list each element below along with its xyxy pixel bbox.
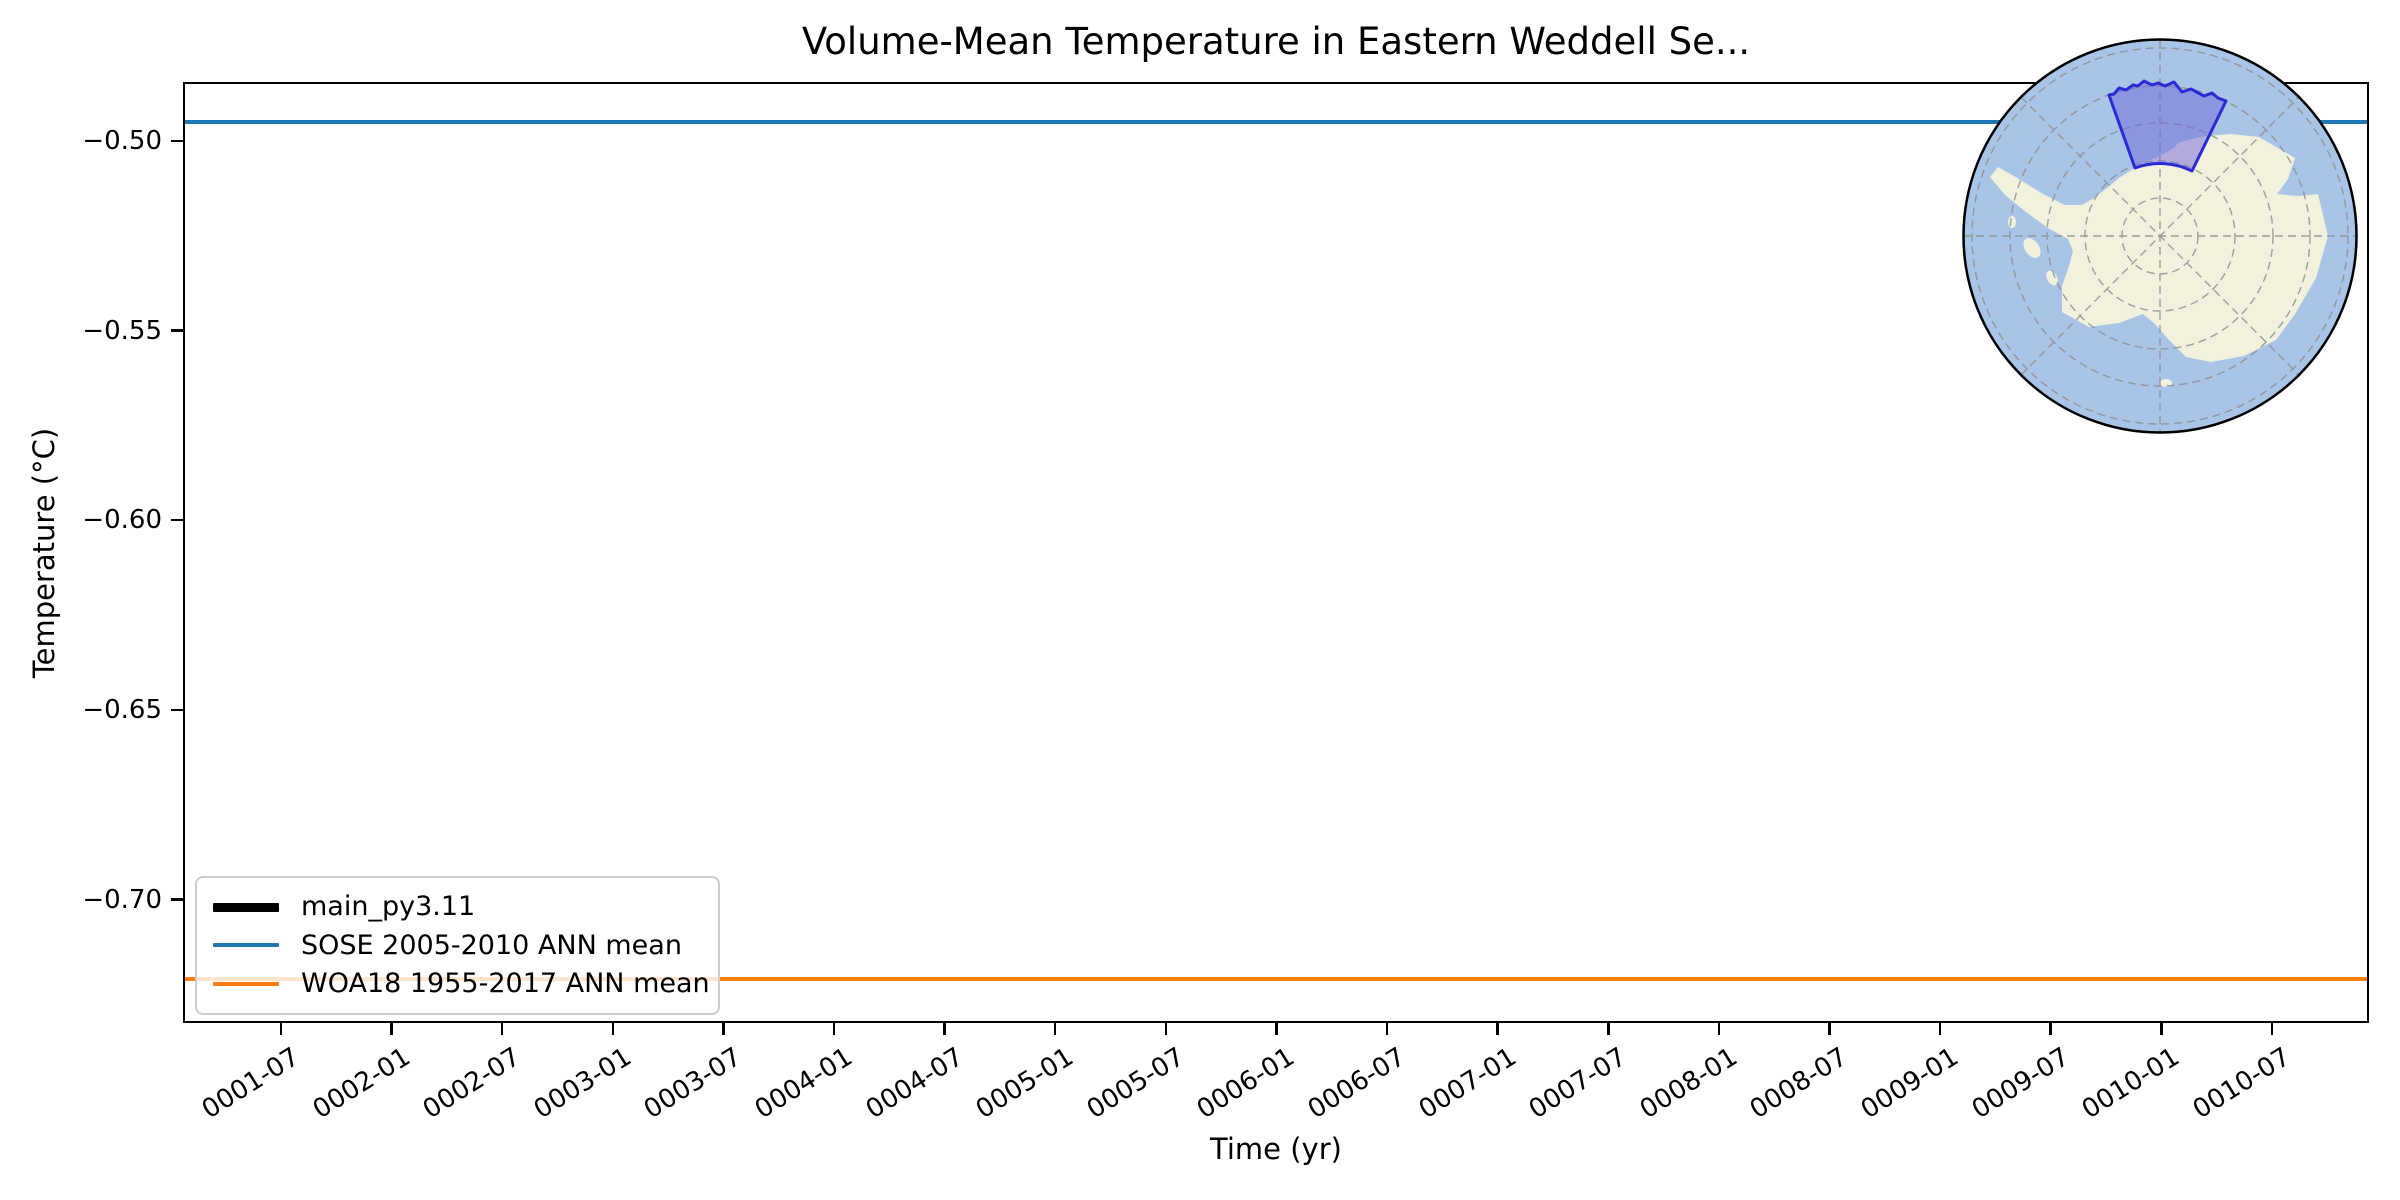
x-tick-mark (1607, 1023, 1610, 1035)
x-tick-mark (390, 1023, 393, 1035)
x-tick-mark (1717, 1023, 1721, 1035)
x-tick-label: 0010-07 (2187, 1042, 2296, 1126)
x-tick-label: 0003-01 (528, 1042, 637, 1126)
y-tick-label: −0.55 (82, 315, 162, 346)
map-land-antarctica (1990, 134, 2328, 387)
x-tick-label: 0002-07 (418, 1042, 527, 1126)
x-tick-label: 0004-07 (860, 1042, 969, 1126)
antarctica-inset-map (1962, 38, 2358, 434)
x-tick-label: 0002-01 (307, 1042, 416, 1126)
x-tick-mark (2160, 1023, 2163, 1035)
x-tick-mark (1496, 1023, 1499, 1035)
y-tick-mark (171, 329, 183, 332)
chart-title: Volume-Mean Temperature in Eastern Wedde… (801, 20, 1751, 63)
x-tick-mark (611, 1023, 615, 1035)
x-tick-label: 0009-07 (1966, 1042, 2075, 1126)
x-tick-label: 0007-07 (1524, 1042, 1633, 1126)
legend-row-woa18: WOA18 1955-2017 ANN mean (213, 969, 710, 999)
y-tick-mark (171, 518, 183, 522)
legend-label-woa18: WOA18 1955-2017 ANN mean (301, 967, 710, 999)
map-region-eastern-weddell-sea (2107, 79, 2228, 173)
y-tick-label: −0.65 (82, 694, 162, 725)
x-tick-label: 0005-07 (1081, 1042, 1190, 1126)
woa18-mean-line (185, 977, 2367, 982)
legend-swatch-woa18 (213, 981, 279, 986)
x-tick-mark (2049, 1023, 2052, 1035)
x-tick-mark (2270, 1023, 2274, 1035)
x-tick-mark (832, 1023, 836, 1035)
y-tick-label: −0.60 (82, 505, 162, 536)
y-tick-mark (171, 708, 183, 712)
legend: main_py3.11 SOSE 2005-2010 ANN mean WOA18 … (195, 876, 720, 1015)
map-circle-border (1962, 38, 2358, 434)
y-axis-label: Temperature (°C) (27, 427, 61, 679)
x-tick-mark (279, 1023, 283, 1035)
y-tick-mark (171, 898, 183, 901)
x-tick-mark (1275, 1023, 1278, 1035)
x-axis-label: Time (yr) (1210, 1132, 1342, 1166)
y-tick-label: −0.70 (82, 884, 162, 915)
legend-label-main: main_py3.11 (301, 891, 476, 923)
y-tick-mark (171, 139, 183, 143)
x-tick-label: 0005-01 (971, 1042, 1080, 1126)
x-tick-mark (1053, 1023, 1057, 1035)
x-tick-mark (943, 1023, 946, 1035)
x-tick-mark (722, 1023, 725, 1035)
x-tick-mark (1828, 1023, 1831, 1035)
x-tick-mark (1938, 1023, 1942, 1035)
x-tick-mark (1164, 1023, 1168, 1035)
sose-mean-line (185, 119, 2367, 124)
x-tick-label: 0008-07 (1745, 1042, 1854, 1126)
x-tick-label: 0009-01 (1855, 1042, 1964, 1126)
x-tick-mark (1385, 1023, 1389, 1035)
x-tick-label: 0007-01 (1413, 1042, 1522, 1126)
legend-swatch-sose (213, 943, 279, 948)
x-tick-label: 0006-07 (1302, 1042, 1411, 1126)
x-tick-label: 0004-01 (749, 1042, 858, 1126)
legend-label-sose: SOSE 2005-2010 ANN mean (301, 929, 682, 961)
legend-row-main: main_py3.11 (213, 892, 702, 922)
x-tick-mark (500, 1023, 504, 1035)
x-tick-label: 0003-07 (639, 1042, 748, 1126)
x-tick-label: 0006-01 (1192, 1042, 1301, 1126)
legend-swatch-main (213, 902, 279, 912)
x-tick-label: 0001-07 (196, 1042, 305, 1126)
legend-row-sose: SOSE 2005-2010 ANN mean (213, 929, 702, 961)
x-tick-label: 0008-01 (1634, 1042, 1743, 1126)
x-tick-label: 0010-01 (2077, 1042, 2186, 1126)
y-tick-label: −0.50 (82, 125, 162, 156)
